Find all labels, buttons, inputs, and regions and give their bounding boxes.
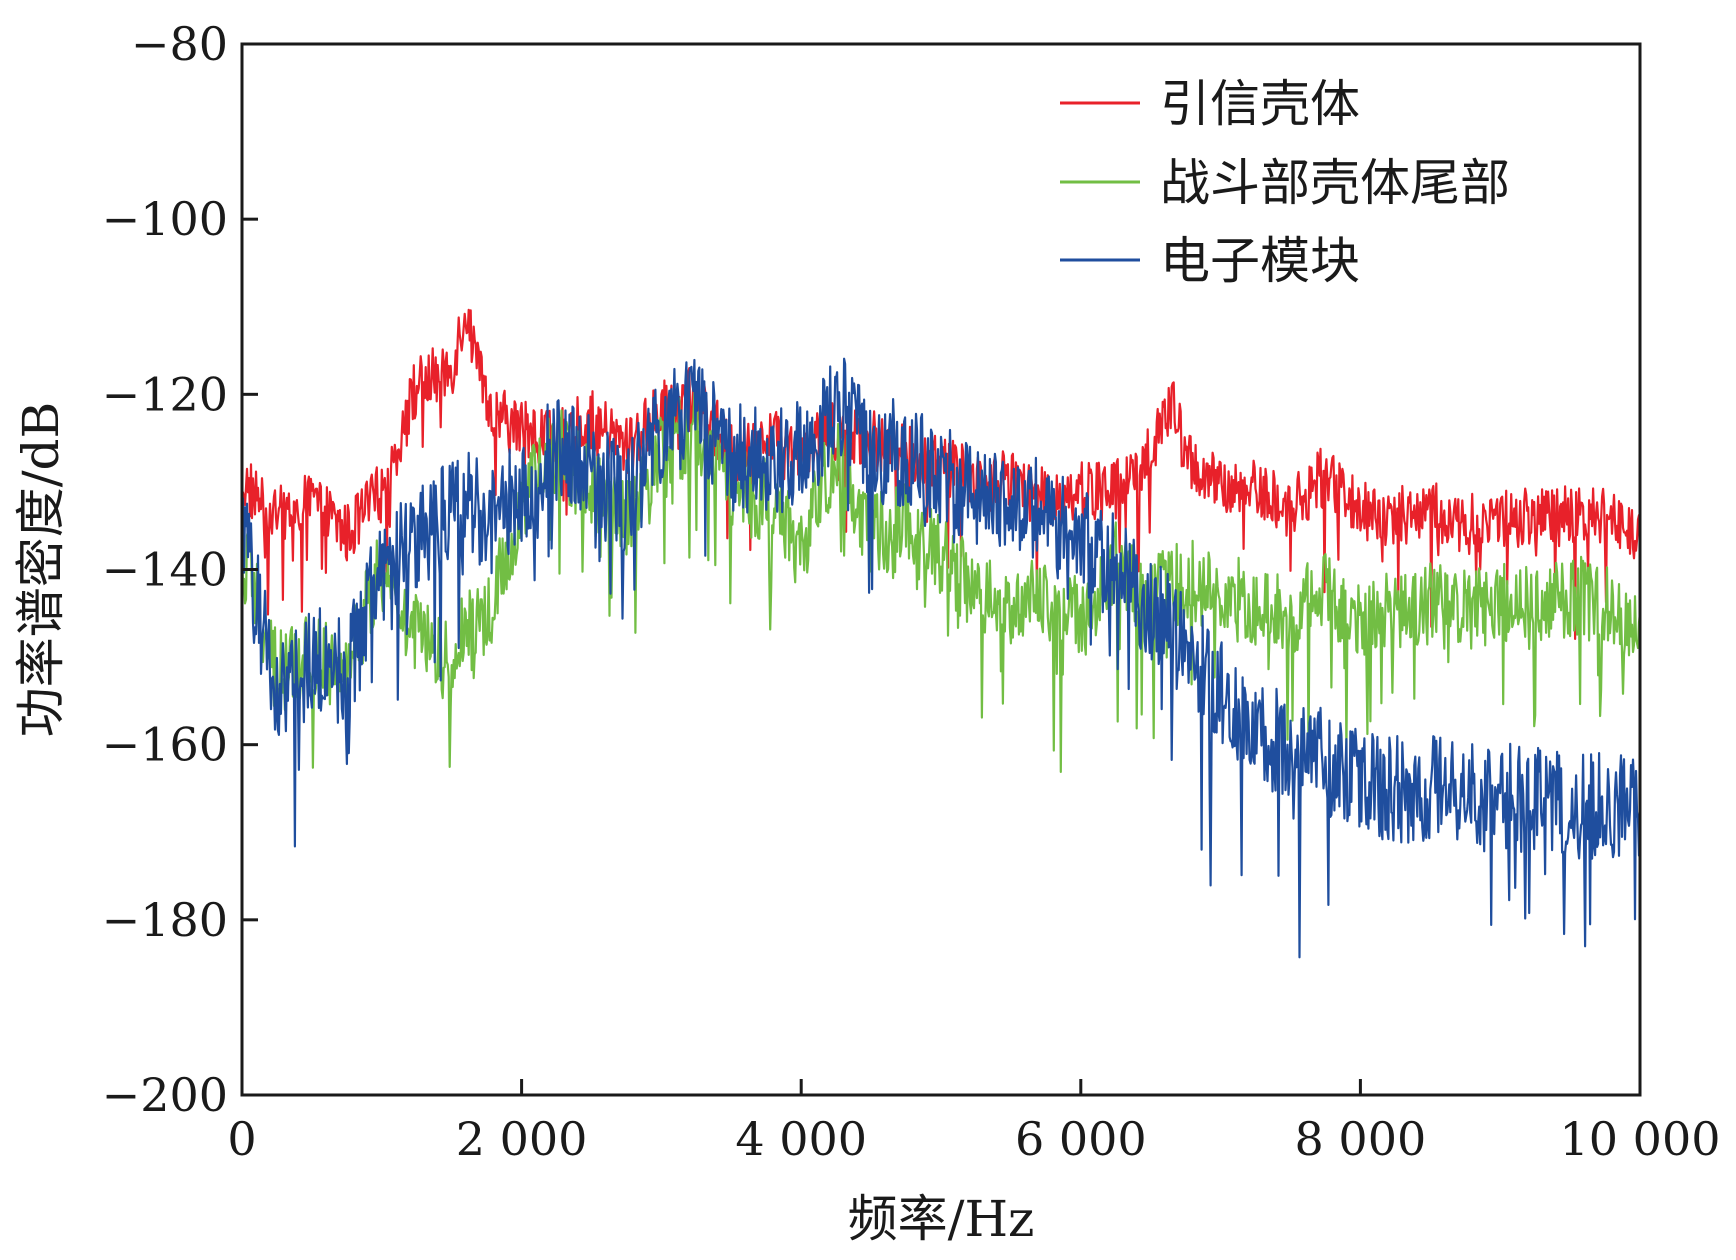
axis-ticks [240, 42, 1642, 1097]
y-tick-label: −80 [131, 17, 228, 71]
series-line-2 [240, 391, 1642, 773]
x-tick-label: 4 000 [735, 1112, 867, 1166]
y-tick-label: −160 [102, 718, 228, 772]
y-tick-label: −180 [102, 893, 228, 947]
plot-lines [240, 308, 1642, 959]
x-tick-label: 6 000 [1015, 1112, 1147, 1166]
y-tick-label: −100 [102, 192, 228, 246]
x-tick-label: 8 000 [1295, 1112, 1427, 1166]
y-tick-label: −200 [102, 1068, 228, 1122]
series-line-3 [240, 357, 1642, 959]
legend-label: 电子模块 [1160, 232, 1360, 290]
y-tick-label: −120 [102, 367, 228, 421]
x-tick-label: 10 000 [1560, 1112, 1721, 1166]
axis-tick-labels: 0 2 000 4 000 6 000 8 000 10 000 −80 −100 −120 −1… [102, 17, 1721, 1166]
y-tick-label: −140 [102, 543, 228, 597]
x-tick-label: 0 [227, 1112, 256, 1166]
y-axis-title: 功率谱密度/dB [12, 402, 70, 738]
x-axis-title: 频率/Hz [848, 1190, 1035, 1248]
legend-label: 引信壳体 [1160, 75, 1360, 133]
x-tick-label: 2 000 [456, 1112, 588, 1166]
legend-label: 战斗部壳体尾部 [1160, 154, 1510, 212]
